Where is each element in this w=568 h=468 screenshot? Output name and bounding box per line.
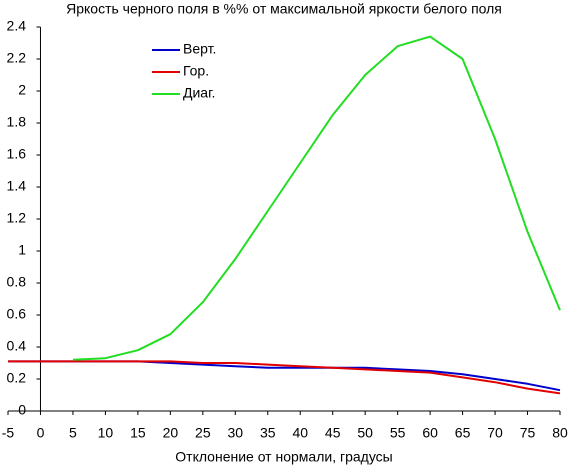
x-tick-label: 70 — [487, 425, 503, 441]
x-tick-label: 10 — [98, 425, 114, 441]
y-tick-label: 1 — [18, 242, 26, 258]
y-tick-label: 1.4 — [7, 178, 27, 194]
x-tick-label: 15 — [130, 425, 146, 441]
x-tick-label: 65 — [455, 425, 471, 441]
y-tick-label: 1.8 — [7, 114, 27, 130]
y-tick-label: 2.2 — [7, 50, 27, 66]
y-tick-label: 0.4 — [7, 338, 27, 354]
x-tick-label: 5 — [69, 425, 77, 441]
x-tick-label: 35 — [260, 425, 276, 441]
x-axis-label: Отклонение от нормали, градусы — [175, 449, 392, 465]
legend-label: Гор. — [183, 63, 209, 79]
y-tick-label: 0 — [18, 402, 26, 418]
x-tick-label: -5 — [2, 425, 15, 441]
x-tick-label: 25 — [195, 425, 211, 441]
x-tick-label: 80 — [552, 425, 568, 441]
y-tick-label: 0.6 — [7, 306, 27, 322]
legend-label: Верт. — [183, 41, 216, 57]
x-tick-label: 75 — [520, 425, 536, 441]
chart-title: Яркость черного поля в %% от максимально… — [66, 1, 502, 17]
x-tick-label: 40 — [292, 425, 308, 441]
x-tick-label: 60 — [422, 425, 438, 441]
y-tick-label: 0.2 — [7, 370, 27, 386]
x-tick-label: 45 — [325, 425, 341, 441]
y-tick-label: 1.6 — [7, 146, 27, 162]
x-tick-label: 50 — [357, 425, 373, 441]
y-tick-label: 0.8 — [7, 274, 27, 290]
x-tick-label: 55 — [390, 425, 406, 441]
y-tick-label: 2.4 — [7, 18, 27, 34]
y-tick-label: 2 — [18, 82, 26, 98]
y-tick-label: 1.2 — [7, 210, 27, 226]
legend-label: Диаг. — [183, 85, 215, 101]
series-line — [72, 35, 561, 361]
x-tick-label: 0 — [37, 425, 45, 441]
x-tick-label: 30 — [228, 425, 244, 441]
x-tick-label: 20 — [163, 425, 179, 441]
series-line — [8, 360, 561, 395]
